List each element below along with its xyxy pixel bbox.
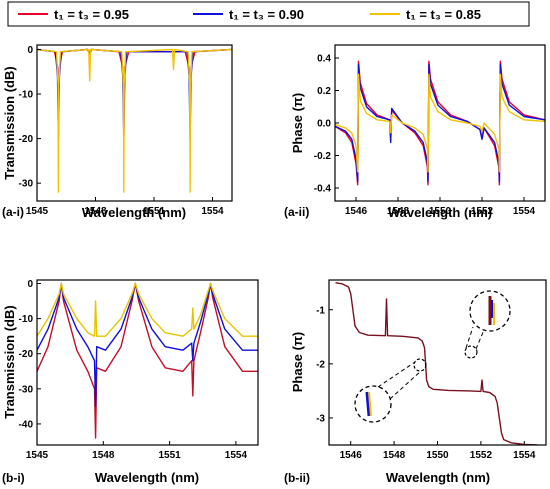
- y-tick-label: -20: [19, 349, 34, 360]
- y-axis-label: Phase (π): [290, 93, 305, 154]
- y-tick-label: -3: [316, 413, 325, 424]
- plot-frame: [334, 44, 546, 202]
- series-group: [37, 282, 258, 439]
- y-tick-label: -10: [19, 314, 34, 325]
- legend: t₁ = t₃ = 0.95 t₁ = t₃ = 0.90 t₁ = t₃ = …: [7, 1, 530, 27]
- zoom-trace-left: [365, 391, 371, 417]
- x-axis-label: Wavelength (nm): [388, 205, 492, 220]
- zoom-link-right-a: [465, 326, 474, 349]
- series-group: [335, 60, 545, 186]
- y-tick-label: 0: [27, 45, 33, 56]
- zoom-circle-left: [354, 385, 392, 423]
- y-tick-label: -1: [316, 305, 325, 316]
- plot-frame: [36, 279, 259, 446]
- panel-b-i: 1545 1548 1551 1554 0 -10 -20 -30 -40 Wavelength …: [2, 279, 259, 485]
- y-tick-label: -2: [316, 359, 325, 370]
- series-line-2: [37, 48, 232, 193]
- series-group: [335, 282, 538, 445]
- legend-box: [7, 1, 530, 27]
- series-line-1: [335, 63, 545, 183]
- x-tick-label: 1546: [345, 206, 368, 217]
- zoom-link-left-a: [377, 361, 416, 388]
- y-tick-label: 0.4: [317, 54, 331, 65]
- panel-label: (a-ii): [284, 205, 309, 219]
- zoom-callouts: [354, 290, 511, 423]
- x-tick-label: 1552: [470, 450, 493, 461]
- zoom-link-right-b: [475, 329, 485, 350]
- panel-b-ii: 1546 1548 1550 1552 1554 -1 -2 -3 Wavelength (nm…: [284, 279, 547, 485]
- series-line-1: [37, 48, 232, 140]
- x-axis-label: Wavelength (nm): [386, 470, 490, 485]
- y-tick-label: 0: [27, 279, 33, 290]
- series-line-0: [335, 60, 545, 186]
- x-tick-label: 1545: [26, 206, 49, 217]
- x-tick-label: 1548: [92, 450, 115, 461]
- x-tick-label: 1551: [143, 206, 166, 217]
- y-tick-label: 0.0: [317, 119, 331, 130]
- panel-a-ii: 1546 1548 1550 1552 1554 0.4 0.2 0.0 -0.2 -0.4 Wav…: [284, 44, 546, 220]
- y-tick-label: -40: [19, 419, 34, 430]
- x-tick-label: 1550: [429, 206, 452, 217]
- zoom-source-right: [464, 345, 478, 359]
- plot-frame: [328, 279, 547, 446]
- x-tick-label: 1548: [383, 450, 406, 461]
- y-tick-label: -30: [19, 384, 34, 395]
- series-group: [37, 48, 232, 193]
- x-axis-label: Wavelength (nm): [82, 205, 186, 220]
- x-tick-label: 1546: [340, 450, 363, 461]
- y-tick-label: -10: [19, 90, 34, 101]
- x-tick-label: 1554: [201, 206, 224, 217]
- zoom-trace-left-2: [368, 391, 372, 417]
- y-tick-label: -20: [19, 134, 34, 145]
- y-tick-label: -0.2: [314, 151, 332, 162]
- panel-label: (b-ii): [284, 471, 310, 485]
- x-axis-label: Wavelength (nm): [95, 470, 199, 485]
- legend-label-2: t₁ = t₃ = 0.85: [406, 7, 481, 22]
- x-tick-label: 1554: [513, 206, 536, 217]
- zoom-link-left-b: [389, 370, 422, 400]
- panel-label: (a-i): [2, 205, 24, 219]
- zoom-source-left: [413, 358, 427, 372]
- legend-label-1: t₁ = t₃ = 0.90: [229, 7, 304, 22]
- series-line-0: [37, 48, 232, 113]
- series-line-0: [335, 282, 538, 445]
- x-tick-label: 1554: [225, 450, 248, 461]
- x-tick-label: 1550: [426, 450, 449, 461]
- series-line-2: [37, 282, 258, 337]
- y-axis-label: Transmission (dB): [2, 305, 17, 418]
- x-tick-label: 1548: [84, 206, 107, 217]
- y-tick-label: -0.4: [314, 184, 332, 195]
- x-tick-label: 1548: [387, 206, 410, 217]
- x-tick-label: 1551: [158, 450, 181, 461]
- y-tick-label: 0.2: [317, 86, 331, 97]
- panel-label: (b-i): [2, 471, 25, 485]
- panel-a-i: 1545 1548 1551 1554 0 -10 -20 -30 Wavelength (nm…: [2, 44, 233, 220]
- y-tick-label: -30: [19, 179, 34, 190]
- y-axis-label: Transmission (dB): [2, 66, 17, 179]
- x-tick-label: 1554: [513, 450, 536, 461]
- legend-label-0: t₁ = t₃ = 0.95: [54, 7, 129, 22]
- x-tick-label: 1545: [26, 450, 49, 461]
- y-axis-label: Phase (π): [290, 332, 305, 393]
- series-line-2: [335, 73, 545, 173]
- x-tick-label: 1552: [471, 206, 494, 217]
- plot-frame: [36, 44, 233, 202]
